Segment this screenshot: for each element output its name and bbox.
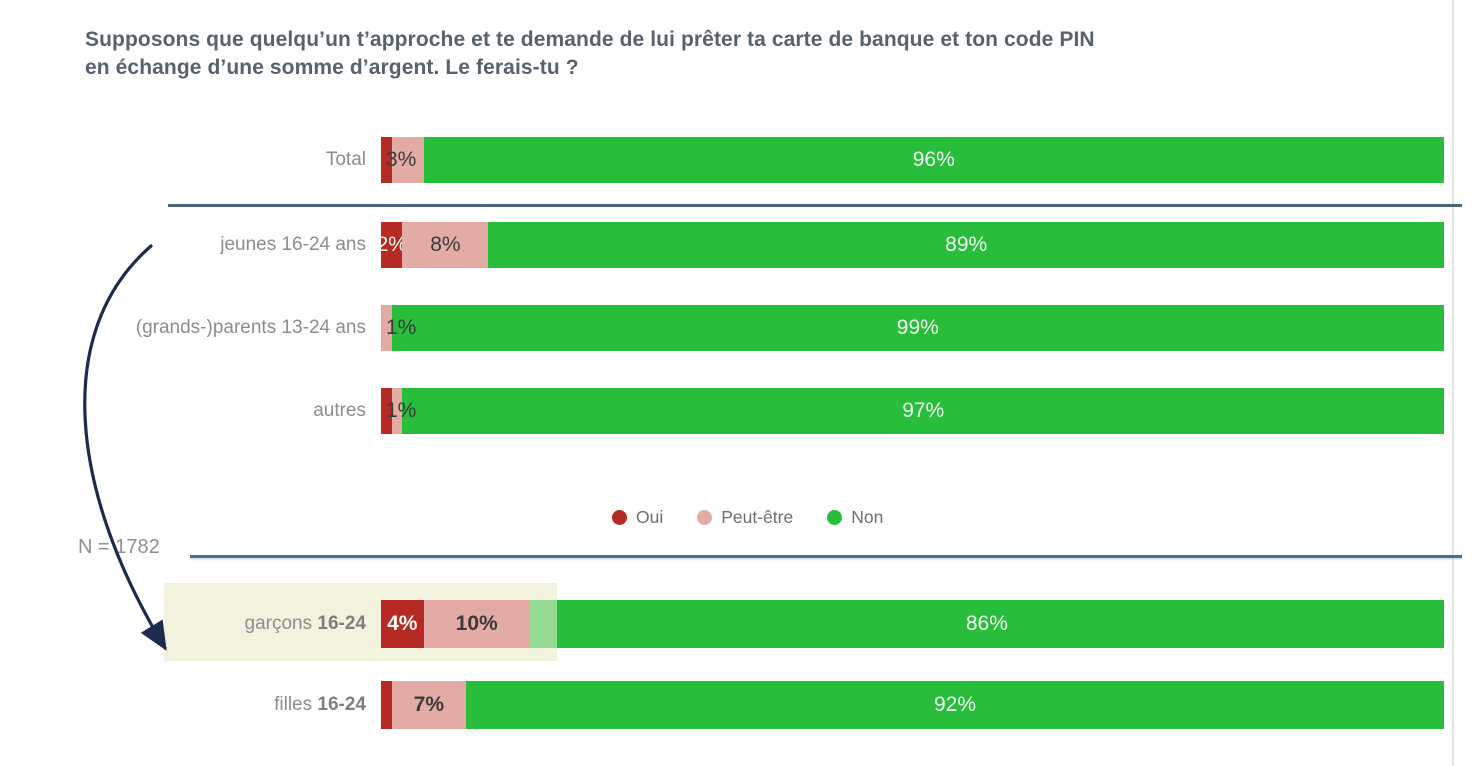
legend-label: Peut-être [721, 507, 794, 527]
row-label-text-bold: 16-24 [317, 613, 366, 634]
legend-item-oui: Oui [612, 507, 663, 528]
row-label-autres: autres [40, 388, 366, 434]
bar-row-total: 3% 96% [381, 137, 1444, 183]
segment-value-label: 3% [386, 148, 417, 171]
bar-row-garcons-16-24: 4% 10% 86% [381, 600, 1444, 648]
separator-line-top [168, 204, 1462, 207]
separator-line-bottom [190, 555, 1462, 558]
segment-value-label: 4% [387, 612, 418, 635]
bar-segment-peutetre: 7% [391, 681, 467, 729]
segment-value-label: 1% [386, 316, 417, 339]
legend-dot-peutetre-icon [697, 510, 713, 525]
bar-row-autres: 1% 97% [381, 388, 1444, 434]
legend-dot-oui-icon [612, 510, 627, 525]
segment-value-label: 96% [912, 148, 955, 171]
row-label-text: filles [274, 694, 318, 715]
bar-segment-peutetre: 8% [402, 222, 489, 268]
bar-segment-peutetre [391, 137, 424, 183]
row-label-text: garçons [244, 613, 318, 634]
segment-value-label: 10% [455, 612, 498, 635]
bar-segment-oui [381, 388, 392, 434]
segment-value-label: 89% [945, 233, 988, 256]
legend-item-peutetre: Peut-être [697, 507, 793, 528]
row-label-filles-16-24: filles 16-24 [40, 681, 366, 729]
bar-segment-oui [381, 681, 392, 729]
highlight-box-overlay [529, 600, 557, 648]
row-label-text: Total [325, 149, 366, 170]
sample-size-label: N = 1782 [78, 536, 160, 558]
bar-segment-peutetre: 10% [423, 600, 530, 648]
bar-row-grands-parents-13-24: 1% 99% [381, 305, 1444, 351]
chart-title: Supposons que quelqu’un t’approche et te… [85, 28, 1095, 79]
row-label-garcons-16-24: garçons 16-24 [40, 600, 366, 648]
segment-value-label: 97% [902, 399, 945, 422]
legend-label: Non [851, 507, 884, 527]
bar-segment-non: 92% [466, 681, 1444, 729]
legend: Oui Peut-être Non [612, 507, 883, 528]
row-label-text-bold: 16-24 [317, 694, 366, 715]
row-label-total: Total [40, 137, 366, 183]
bar-segment-oui [381, 137, 392, 183]
legend-label: Oui [636, 507, 664, 527]
row-label-text: autres [313, 400, 366, 421]
bar-segment-oui: 2% [377, 222, 407, 268]
segment-value-label: 99% [896, 316, 939, 339]
row-label-text: (grands-)parents 13-24 ans [135, 317, 366, 338]
page-edge-line [1452, 0, 1454, 766]
row-label-grands-parents-13-24: (grands-)parents 13-24 ans [40, 305, 366, 351]
row-label-jeunes-16-24: jeunes 16-24 ans [40, 222, 366, 268]
segment-value-label: 86% [965, 612, 1008, 635]
bar-segment-non: 96% [423, 137, 1444, 183]
bar-segment-oui: 4% [381, 600, 424, 648]
bar-row-filles-16-24: 7% 92% [381, 681, 1444, 729]
segment-value-label: 92% [933, 693, 977, 716]
row-label-text: jeunes 16-24 ans [220, 234, 366, 255]
segment-value-label: 7% [413, 693, 444, 716]
bar-segment-peutetre [381, 305, 392, 351]
bar-segment-non: 97% [402, 388, 1444, 434]
legend-item-non: Non [827, 507, 883, 528]
bar-segment-non: 86% [529, 600, 1444, 648]
bar-segment-peutetre [391, 388, 403, 434]
segment-value-label: 1% [386, 399, 417, 422]
segment-value-label: 2% [376, 233, 407, 256]
segment-value-label: 8% [430, 233, 461, 256]
bar-segment-non: 89% [488, 222, 1444, 268]
bar-segment-non: 99% [391, 305, 1444, 351]
bar-row-jeunes-16-24: 2% 8% 89% [377, 222, 1444, 268]
legend-dot-non-icon [827, 510, 843, 525]
